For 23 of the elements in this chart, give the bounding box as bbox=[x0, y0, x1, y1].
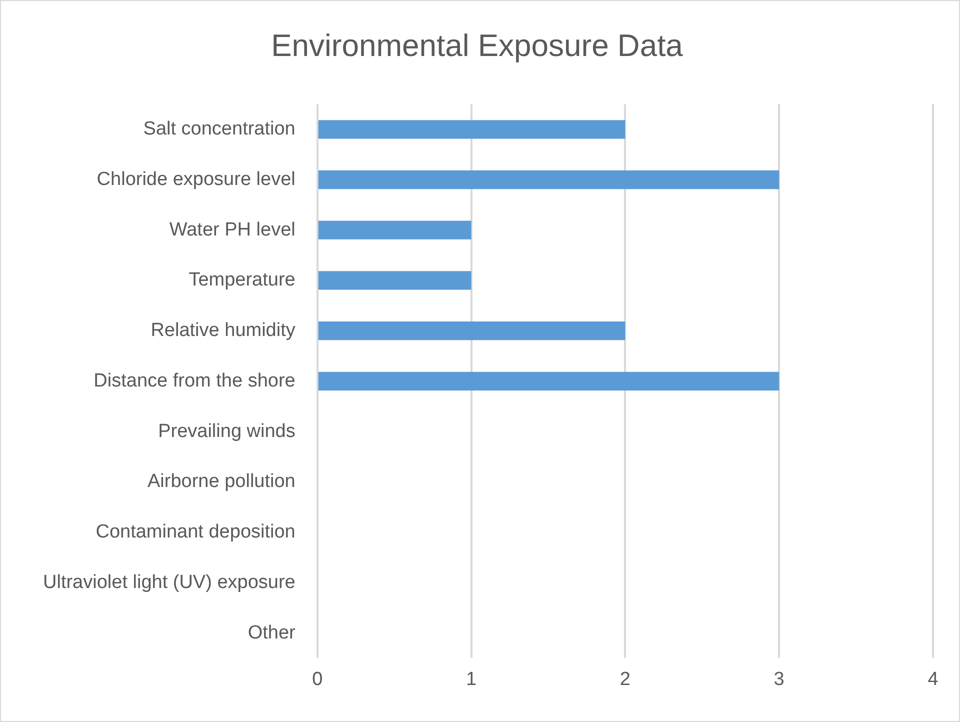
bar bbox=[318, 170, 780, 190]
y-tick-label: Other bbox=[248, 622, 296, 644]
y-tick-label: Prevailing winds bbox=[158, 420, 296, 442]
bar bbox=[318, 271, 472, 290]
y-tick-label: Chloride exposure level bbox=[96, 168, 296, 190]
y-tick-label: Airborne pollution bbox=[147, 471, 296, 492]
x-tick-label: 3 bbox=[774, 668, 784, 690]
bar bbox=[318, 120, 626, 139]
y-tick-label: Relative humidity bbox=[150, 320, 296, 342]
y-tick-label: Salt concentration bbox=[143, 118, 296, 140]
y-tick-label: Ultraviolet light (UV) exposure bbox=[42, 572, 296, 593]
bar bbox=[318, 220, 472, 240]
bar bbox=[318, 322, 626, 340]
y-tick-label: Distance from the shore bbox=[94, 370, 296, 392]
y-tick-label: Contaminant deposition bbox=[96, 522, 296, 543]
x-tick-label: 0 bbox=[312, 668, 323, 690]
x-tick-label: 2 bbox=[620, 668, 630, 690]
y-tick-label: Water PH level bbox=[169, 219, 296, 240]
x-tick-label: 4 bbox=[928, 668, 939, 690]
x-tick-label: 1 bbox=[466, 668, 477, 690]
bar bbox=[318, 372, 780, 391]
chart-title: Environmental Exposure Data bbox=[271, 28, 684, 64]
y-tick-label: Temperature bbox=[188, 270, 296, 291]
